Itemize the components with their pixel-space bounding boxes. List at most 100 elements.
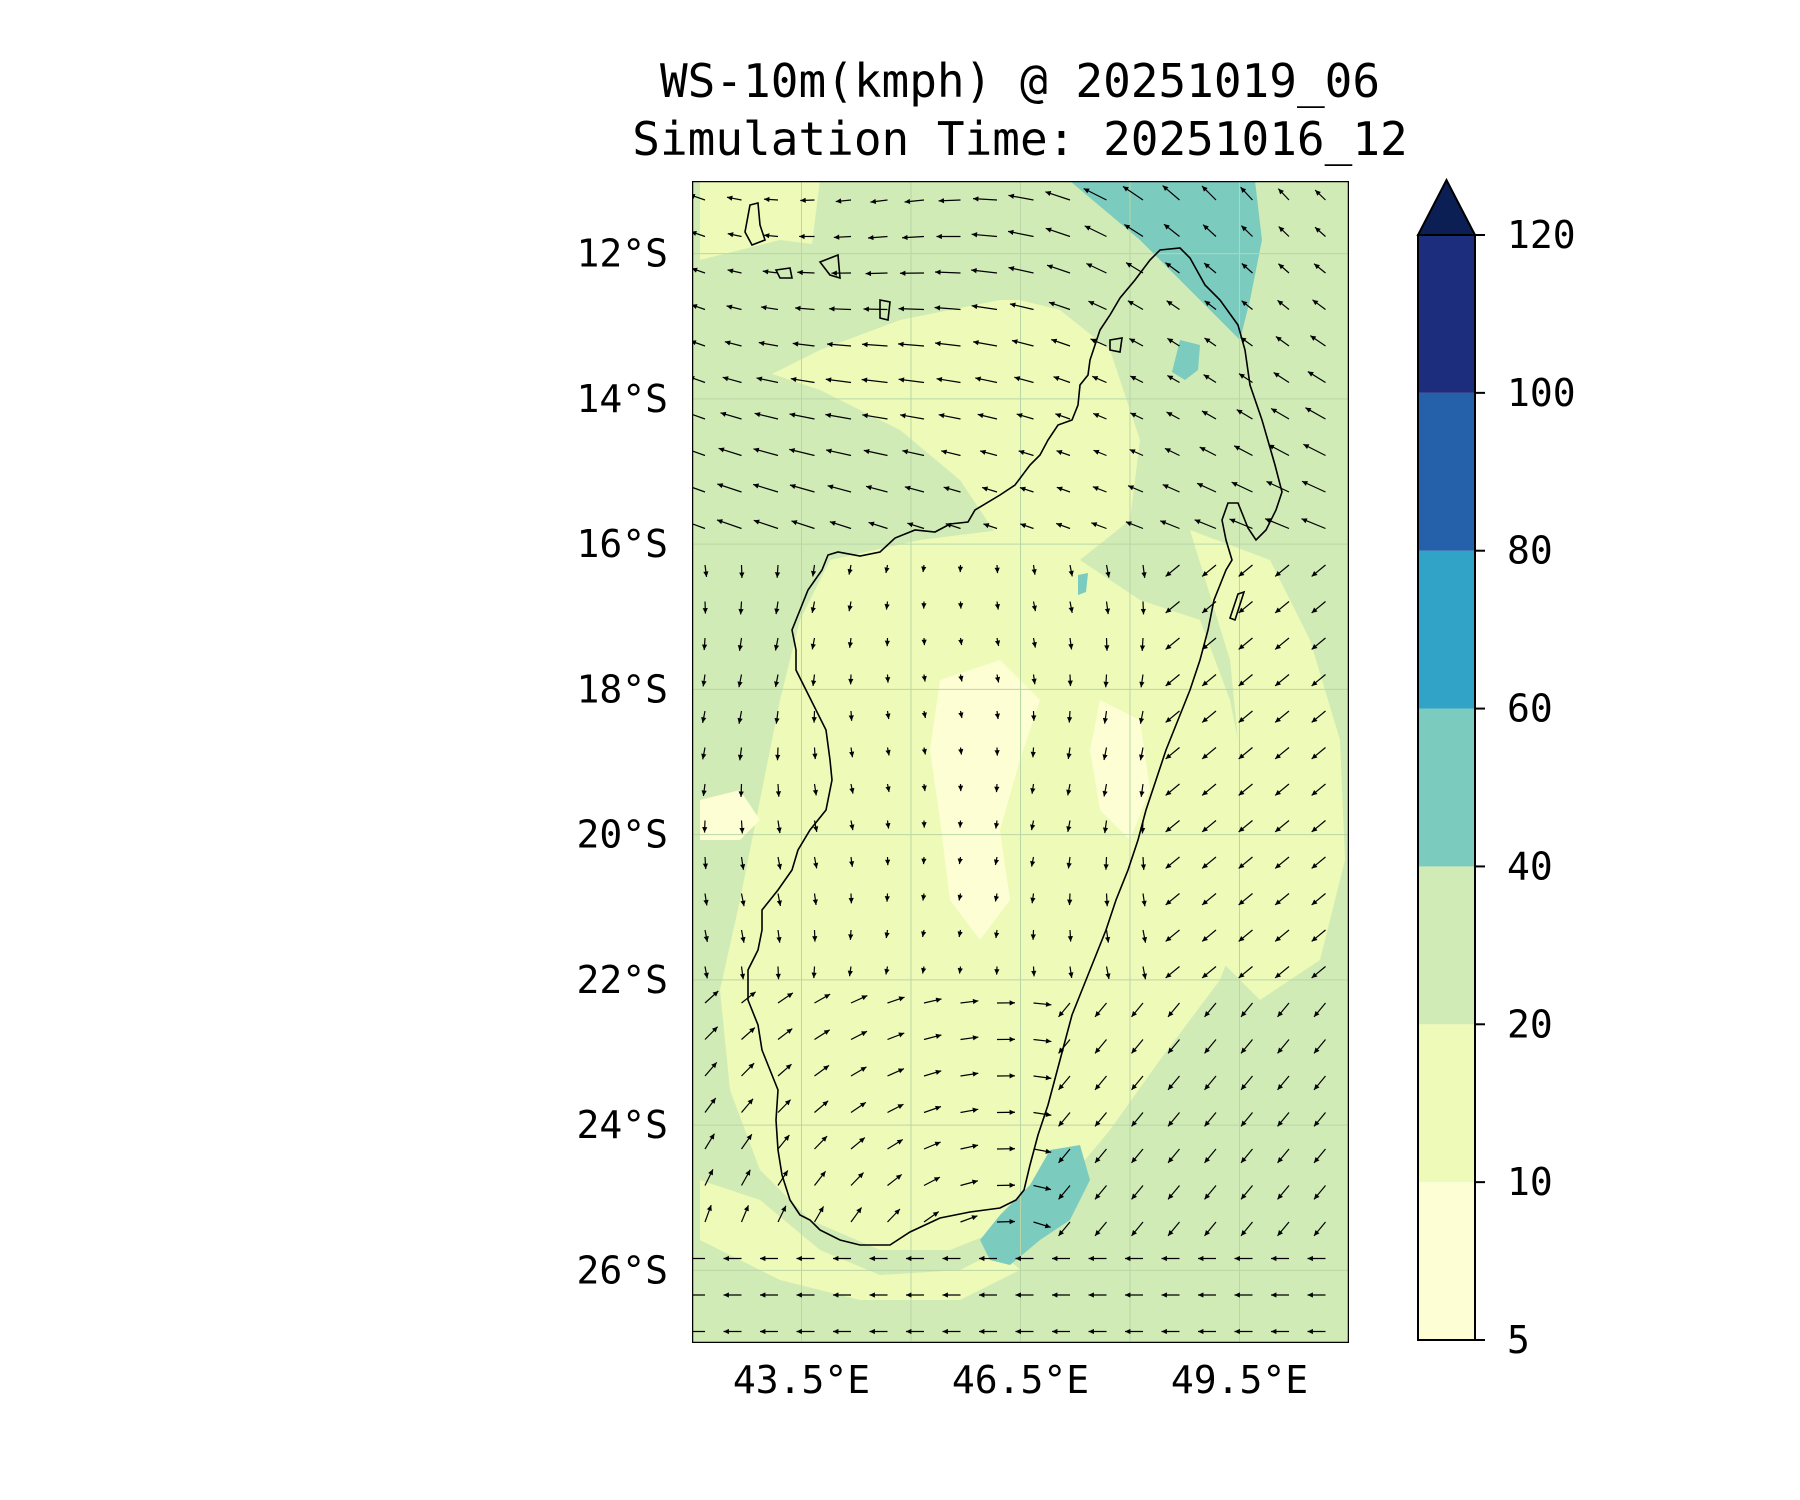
madagascar-coastline — [747, 247, 1283, 1246]
wind-vector-head — [1068, 607, 1074, 613]
wind-vector-head — [1018, 449, 1025, 455]
wind-vector-head — [957, 858, 963, 865]
wind-vector-head — [702, 608, 708, 614]
lat-tick-label: 14°S — [576, 377, 668, 421]
wind-vector-head — [958, 675, 964, 682]
wind-vector-head — [718, 447, 725, 453]
wind-vector-head — [740, 936, 746, 943]
wind-vector-head — [762, 269, 769, 275]
wind-vector-head — [1165, 899, 1172, 905]
wind-vector-head — [1311, 680, 1318, 686]
wind-vector-head — [758, 340, 765, 347]
wind-vector-head — [684, 447, 690, 452]
wind-vector-head — [1161, 1255, 1167, 1262]
wind-vector-head — [994, 822, 1000, 829]
wind-vector-head — [1031, 641, 1037, 648]
wind-vector-head — [1194, 519, 1201, 525]
wind-vector-head — [760, 1328, 766, 1335]
latitude-tick-labels: 12°S 14°S 16°S 18°S 20°S 22°S 24°S 26°S — [576, 232, 668, 1293]
wind-vector-head — [941, 449, 948, 455]
wind-vector-head — [1275, 936, 1281, 942]
wind-vector-head — [737, 681, 743, 688]
wind-vector-head — [797, 269, 803, 276]
wind-vector-head — [789, 483, 796, 489]
wind-vector-head — [1240, 187, 1247, 193]
wind-vector-head — [833, 1328, 839, 1335]
wind-vector-head — [1275, 336, 1282, 342]
wind-vector-head — [1165, 717, 1172, 723]
wind-vector-head — [885, 822, 891, 829]
wind-vector-head — [904, 198, 911, 205]
wind-vector-head — [1275, 644, 1281, 650]
wind-vector-head — [1314, 1193, 1320, 1200]
shade-zone-west-patch — [700, 790, 760, 840]
wind-vector-head — [898, 377, 905, 383]
wind-vector-head — [738, 608, 744, 615]
wind-vector-head — [1165, 936, 1172, 942]
wind-vector-head — [760, 305, 767, 311]
colorbar-tick-label: 20 — [1507, 1002, 1553, 1046]
wind-vector-head — [1201, 410, 1208, 416]
wind-vector-head — [723, 1328, 729, 1335]
wind-vector-head — [746, 1134, 752, 1141]
shade-zone-east-coast — [1190, 530, 1345, 1000]
wind-vector-head — [1315, 190, 1321, 196]
wind-vector-head — [1198, 1292, 1204, 1298]
wind-vector-head — [1301, 481, 1308, 486]
wind-vector-head — [776, 827, 782, 834]
wind-vector-head — [763, 233, 770, 239]
wind-vector-head — [1141, 936, 1148, 943]
wind-vector-head — [1311, 644, 1318, 650]
wind-vector-head — [1058, 1084, 1064, 1090]
wind-vector-shaft — [692, 486, 706, 493]
wind-vector-head — [973, 196, 979, 202]
wind-vector-head — [1311, 972, 1318, 978]
wind-vector-head — [983, 523, 990, 529]
wind-vector-head — [1031, 678, 1037, 685]
wind-vector-head — [1104, 900, 1110, 907]
wind-vector-head — [1238, 972, 1245, 978]
wind-vector-head — [784, 1099, 791, 1106]
wind-vector-shaft — [692, 450, 706, 457]
wind-vector-head — [1204, 337, 1211, 344]
wind-vector-head — [979, 1292, 985, 1298]
wind-vector-head — [994, 786, 1000, 793]
wind-vector-head — [1008, 266, 1015, 272]
wind-vector-head — [1095, 1047, 1101, 1054]
colorbar-tick-label: 5 — [1507, 1318, 1530, 1362]
wind-vector-head — [1311, 571, 1318, 577]
wind-vector-head — [902, 234, 908, 241]
wind-vector-head — [1130, 375, 1137, 381]
wind-vector-head — [812, 753, 818, 760]
wind-vector-head — [994, 969, 1000, 975]
wind-vector-head — [1044, 1223, 1051, 1229]
colorbar-tick-label: 120 — [1507, 213, 1576, 257]
wind-vector-head — [1277, 1084, 1283, 1090]
wind-vector-head — [1031, 715, 1037, 721]
wind-vector-head — [934, 305, 941, 311]
wind-vector-head — [1008, 193, 1015, 199]
wind-vector-head — [1088, 1328, 1094, 1335]
wind-vector-head — [1131, 1157, 1137, 1163]
wind-vector-head — [1088, 1292, 1094, 1298]
wind-vector-head — [971, 1215, 978, 1221]
wind-vector-head — [1009, 1146, 1015, 1152]
lat-tick-label: 26°S — [576, 1248, 668, 1292]
wind-vector-head — [1273, 372, 1280, 378]
lat-tick-label: 16°S — [576, 522, 668, 566]
wind-vector-head — [790, 376, 797, 383]
wind-vector-head — [1198, 1328, 1204, 1335]
wind-vector-head — [789, 412, 796, 418]
wind-vector-head — [1058, 1193, 1064, 1200]
wind-vector-head — [1238, 899, 1245, 905]
wind-vector-head — [1095, 1011, 1101, 1017]
wind-vector-head — [921, 566, 927, 573]
wind-vector-head — [866, 485, 872, 491]
wind-vector-shaft — [692, 413, 706, 420]
wind-vector-head — [1066, 862, 1072, 869]
wind-vector-head — [738, 791, 744, 797]
wind-vector-head — [906, 1292, 912, 1298]
wind-vector-head — [1241, 1047, 1247, 1054]
wind-vector-head — [717, 483, 724, 489]
wind-vector-head — [1104, 645, 1110, 651]
